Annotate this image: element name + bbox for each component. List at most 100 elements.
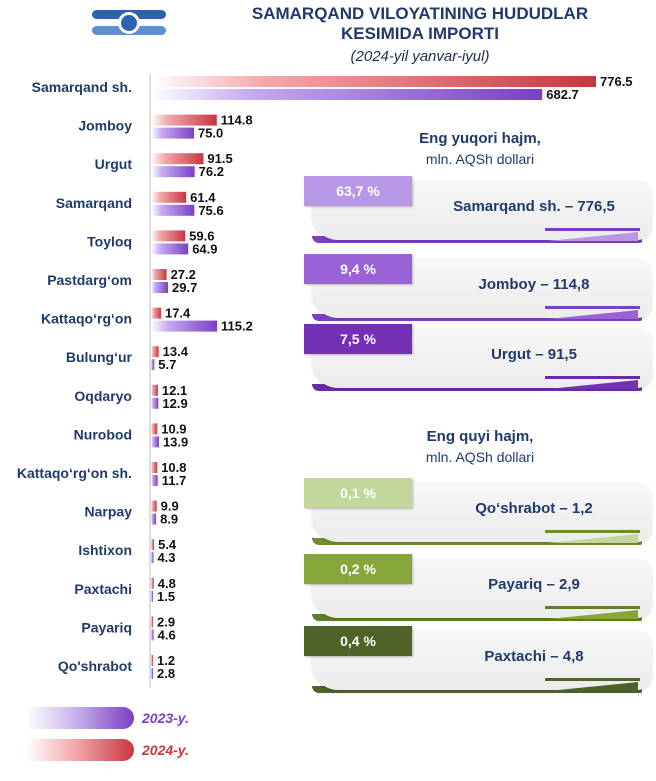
top-panel-heading: Eng yuqori hajm, mln. AQSh dollari (380, 130, 580, 167)
bar-2023 (151, 359, 155, 371)
category-label: Paxtachi (74, 581, 132, 597)
data-label: 75.6 (198, 203, 223, 218)
bar-2024 (151, 153, 204, 165)
title-line-1: SAMARQAND VILOYATINING HUDUDLAR (251, 4, 589, 23)
card-accent-line (545, 606, 640, 609)
card-accent-line (545, 530, 640, 533)
legend-label-2023: 2023-y. (142, 710, 189, 726)
category-label: Samarqand sh. (32, 79, 132, 95)
page-title: SAMARQAND VILOYATINING HUDUDLAR KESIMIDA… (190, 4, 650, 44)
card-accent-wedge (548, 310, 638, 319)
data-label: 10.8 (161, 460, 186, 475)
legend-swatch-2023 (26, 707, 134, 729)
bar-2023 (151, 320, 218, 332)
data-label: 91.5 (207, 151, 232, 166)
category-label: Narpay (85, 504, 133, 520)
bar-2023 (151, 166, 195, 178)
bar-2023 (151, 552, 154, 564)
bar-2024 (151, 539, 155, 551)
legend-swatch-2024 (26, 739, 134, 761)
category-label: Qo'shrabot (58, 658, 132, 674)
bar-2024 (151, 616, 153, 628)
data-label: 64.9 (192, 241, 217, 256)
bar-2024 (151, 423, 158, 435)
category-label: Nurobod (74, 426, 132, 442)
card-value-text: Jomboy – 114,8 (478, 276, 590, 293)
card-accent-line (545, 228, 640, 231)
data-label: 4.6 (158, 627, 176, 642)
bar-2023 (151, 204, 195, 216)
data-label: 12.9 (162, 396, 187, 411)
card-accent-line (545, 306, 640, 309)
card-accent-wedge (548, 682, 638, 691)
percent-badge: 63,7 % (304, 176, 412, 206)
category-label: Urgut (95, 156, 133, 172)
percent-badge: 0,2 % (304, 554, 412, 584)
card-accent-line (545, 678, 640, 681)
data-label: 682.7 (546, 87, 579, 102)
bar-2024 (151, 462, 158, 473)
category-label: Kattaqo‘rg‘on (41, 311, 132, 327)
data-label: 10.9 (161, 421, 186, 436)
bar-2023 (151, 127, 194, 139)
data-label: 9.9 (161, 499, 179, 514)
card-accent-wedge (548, 232, 638, 241)
bar-2023 (151, 668, 153, 679)
data-label: 2.9 (157, 614, 175, 629)
bar-2024 (151, 307, 161, 319)
bar-2024 (151, 230, 186, 242)
card-value-text: Samarqand sh. – 776,5 (453, 198, 615, 215)
category-label: Oqdaryo (74, 388, 132, 404)
percent-badge: 0,1 % (304, 478, 412, 508)
bar-2023 (151, 513, 157, 525)
bottom-panel-unit: mln. AQSh dollari (425, 449, 535, 465)
card-accent-wedge (548, 380, 638, 389)
data-label: 61.4 (190, 190, 216, 205)
bar-2023 (151, 590, 153, 602)
percent-badge: 0,4 % (304, 626, 412, 656)
percent-badge: 7,5 % (304, 324, 412, 354)
data-label: 1.2 (157, 653, 175, 668)
bar-2023 (151, 282, 169, 293)
data-label: 29.7 (172, 280, 197, 295)
category-label: Pastdarg‘om (47, 272, 132, 288)
legend-label-2024: 2024-y. (142, 742, 189, 758)
bar-2023 (151, 436, 159, 448)
page-subtitle: (2024-yil yanvar-iyul) (350, 48, 490, 65)
bar-2024 (151, 500, 157, 512)
percent-badge: 9,4 % (304, 254, 412, 284)
bottom-panel-title: Eng quyi hajm, (426, 428, 534, 445)
category-label: Toyloq (87, 233, 132, 249)
data-label: 13.4 (163, 344, 189, 359)
card-value-text: Payariq – 2,9 (488, 576, 580, 593)
data-label: 12.1 (162, 383, 187, 398)
data-label: 75.0 (198, 126, 223, 141)
bar-2023 (151, 397, 159, 409)
card-value-text: Urgut – 91,5 (491, 346, 577, 363)
data-label: 1.5 (157, 589, 175, 604)
data-label: 11.7 (162, 473, 187, 488)
card-accent-wedge (548, 610, 638, 619)
title-line-2: KESIMIDA IMPORTI (340, 24, 500, 43)
bottom-panel-heading: Eng quyi hajm, mln. AQSh dollari (380, 428, 580, 465)
bar-2024 (151, 269, 167, 280)
data-label: 5.7 (158, 357, 176, 372)
data-label: 17.4 (165, 306, 191, 321)
bar-2023 (151, 629, 154, 641)
bar-2024 (151, 655, 153, 666)
data-label: 13.9 (163, 434, 188, 449)
bar-2024 (151, 191, 187, 203)
data-label: 59.6 (189, 228, 214, 243)
bar-2023 (151, 243, 189, 255)
category-label: Kattaqo‘rg‘on sh. (17, 465, 132, 481)
data-label: 776.5 (600, 74, 633, 89)
data-label: 4.8 (158, 576, 176, 591)
category-label: Ishtixon (78, 542, 132, 558)
data-label: 27.2 (171, 267, 196, 282)
logo-icon (92, 10, 166, 35)
card-value-text: Qo‘shrabot – 1,2 (475, 500, 593, 517)
bar-2023 (151, 89, 543, 100)
bar-2024 (151, 346, 159, 358)
card-value-text: Paxtachi – 4,8 (484, 648, 584, 665)
